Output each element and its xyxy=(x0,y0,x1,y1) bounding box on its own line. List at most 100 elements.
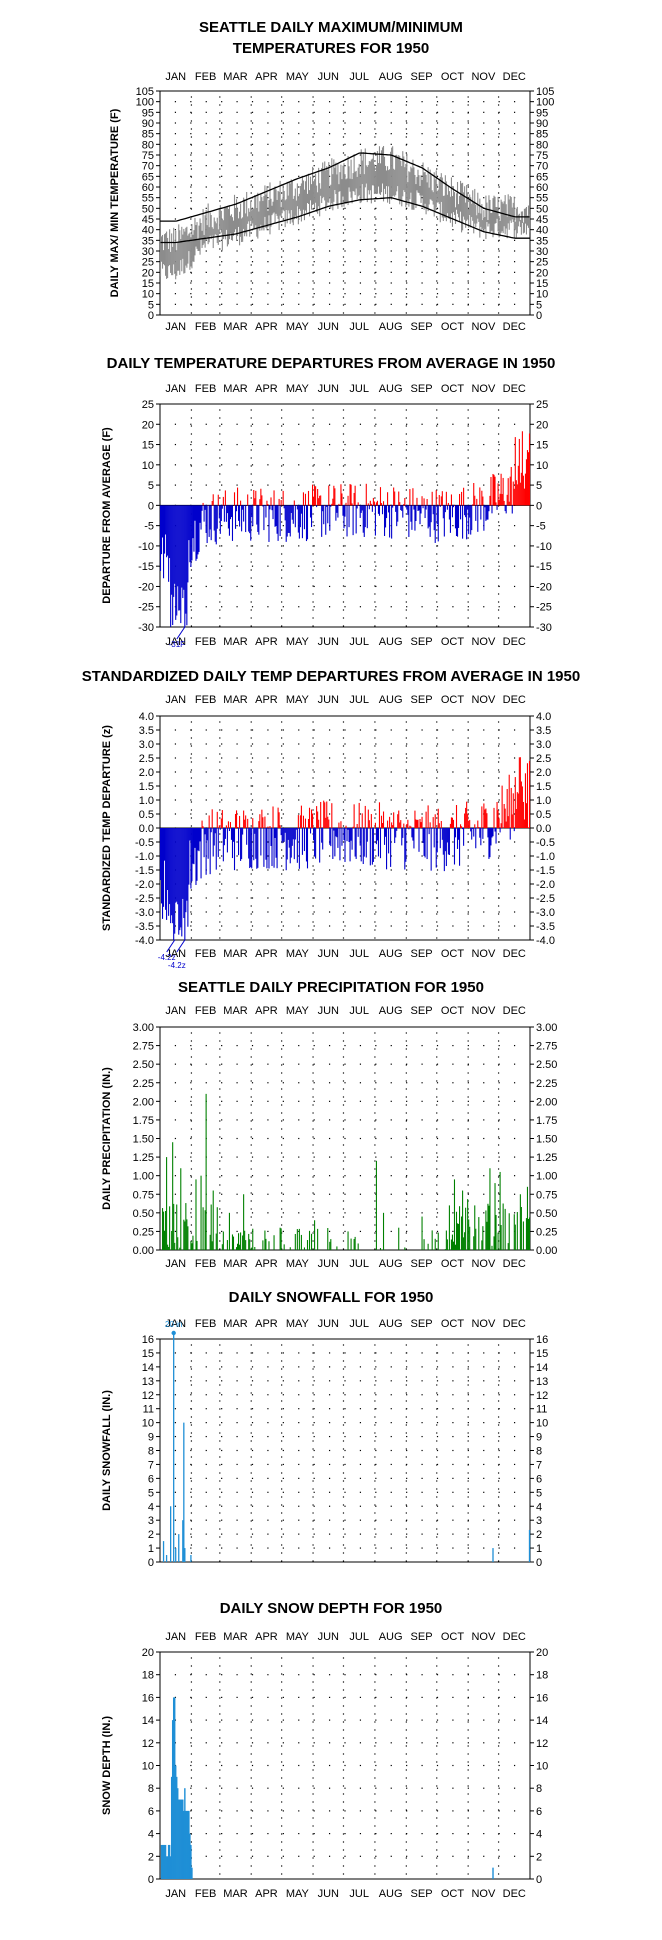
grid-dot xyxy=(250,1224,252,1226)
grid-dot xyxy=(190,1082,192,1084)
grid-dot xyxy=(375,855,377,857)
grid-dot xyxy=(282,1044,284,1047)
grid-dot xyxy=(342,1032,345,1034)
y-tick-label-left: 85 xyxy=(142,129,154,141)
grid-dot xyxy=(359,1119,362,1121)
y-tick-label-right: 2.00 xyxy=(536,1096,557,1108)
grid-dot xyxy=(312,785,314,787)
grid-dot xyxy=(467,1156,469,1158)
grid-dot xyxy=(390,261,392,263)
grid-dot xyxy=(190,745,193,747)
grid-dot xyxy=(282,1394,284,1396)
grid-dot xyxy=(467,136,469,138)
grid-dot xyxy=(281,513,283,515)
y-tick-label-right: 15 xyxy=(536,1348,548,1360)
grid-dot xyxy=(497,248,500,250)
grid-dot xyxy=(436,160,438,162)
grid-dot xyxy=(436,545,439,547)
month-label-bottom: FEB xyxy=(195,636,216,648)
grid-dot xyxy=(190,1119,192,1121)
grid-dot xyxy=(467,1472,469,1474)
grid-dot xyxy=(190,293,192,295)
grid-dot xyxy=(390,813,392,815)
grid-dot xyxy=(390,1063,392,1065)
grid-dot xyxy=(497,1416,500,1418)
grid-dot xyxy=(267,585,269,588)
grid-dot xyxy=(359,101,362,103)
grid-dot xyxy=(390,1463,392,1466)
grid-dot xyxy=(281,1512,283,1514)
grid-dot xyxy=(344,261,346,263)
grid-dot xyxy=(497,577,500,579)
grid-dot xyxy=(467,1128,469,1130)
y-tick-label-right: 4 xyxy=(536,1501,542,1513)
grid-dot xyxy=(219,120,221,122)
grid-dot xyxy=(359,743,362,745)
grid-dot xyxy=(405,1168,407,1170)
grid-dot xyxy=(374,1400,376,1402)
y-tick-label-right: -1.0 xyxy=(536,851,555,863)
grid-dot xyxy=(174,1044,177,1047)
month-label-bottom: JAN xyxy=(165,321,186,333)
grid-dot xyxy=(436,293,439,295)
y-tick-label-left: 3.5 xyxy=(139,725,154,737)
grid-dot xyxy=(281,1552,283,1554)
grid-dot xyxy=(483,1491,485,1493)
grid-dot xyxy=(190,1063,192,1065)
grid-dot xyxy=(467,296,469,298)
grid-dot xyxy=(267,1352,269,1354)
grid-dot xyxy=(250,1400,252,1402)
grid-dot xyxy=(250,905,252,907)
grid-dot xyxy=(328,1137,331,1140)
grid-dot xyxy=(281,905,283,907)
grid-dot xyxy=(221,813,223,815)
grid-dot xyxy=(342,593,345,595)
grid-dot xyxy=(221,771,223,773)
grid-dot xyxy=(497,1424,500,1426)
y-tick-label-left: 2.5 xyxy=(139,753,154,765)
grid-dot xyxy=(250,288,252,290)
grid-dot xyxy=(497,521,500,523)
grid-dot xyxy=(374,849,376,851)
grid-dot xyxy=(497,601,500,603)
grid-dot xyxy=(467,303,469,305)
grid-dot xyxy=(344,218,346,220)
grid-dot xyxy=(421,484,423,486)
grid-dot xyxy=(342,1040,345,1042)
grid-dot xyxy=(342,1512,345,1514)
grid-dot xyxy=(250,617,252,619)
grid-dot xyxy=(219,1112,221,1114)
grid-dot xyxy=(312,1520,314,1522)
grid-dot xyxy=(436,889,438,891)
grid-dot xyxy=(436,229,439,231)
grid-dot xyxy=(236,1100,238,1102)
grid-dot xyxy=(219,465,221,467)
grid-dot xyxy=(374,1136,376,1138)
grid-dot xyxy=(312,1440,314,1442)
grid-dot xyxy=(281,737,283,739)
grid-dot xyxy=(312,1376,314,1378)
grid-dot xyxy=(342,224,345,226)
grid-dot xyxy=(312,1560,314,1562)
grid-dot xyxy=(390,1193,392,1195)
grid-dot xyxy=(436,271,439,273)
grid-dot xyxy=(344,1533,346,1535)
grid-dot xyxy=(190,423,192,425)
grid-dot xyxy=(281,1456,283,1458)
grid-dot xyxy=(374,897,376,899)
grid-dot xyxy=(313,1366,315,1368)
grid-dot xyxy=(498,1193,500,1195)
grid-dot xyxy=(267,855,269,857)
grid-dot xyxy=(298,165,300,167)
grid-dot xyxy=(436,1192,438,1194)
grid-dot xyxy=(190,1112,193,1114)
grid-dot xyxy=(219,921,221,923)
grid-dot xyxy=(436,1248,438,1250)
grid-dot xyxy=(359,1212,362,1214)
grid-dot xyxy=(359,883,362,885)
grid-dot xyxy=(405,521,407,523)
grid-dot xyxy=(406,606,408,608)
grid-dot xyxy=(467,809,469,811)
grid-dot xyxy=(467,729,469,731)
grid-dot xyxy=(236,855,238,857)
